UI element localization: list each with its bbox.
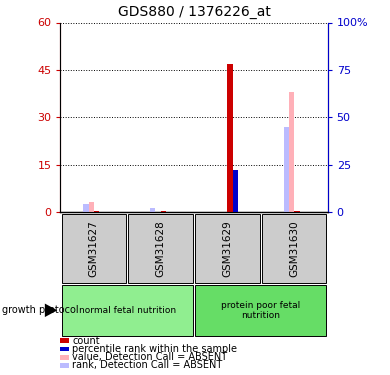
- Bar: [284, 127, 289, 212]
- Bar: [94, 211, 99, 212]
- Bar: [89, 202, 94, 212]
- Bar: [294, 211, 300, 212]
- Text: protein poor fetal
nutrition: protein poor fetal nutrition: [221, 301, 300, 320]
- Text: percentile rank within the sample: percentile rank within the sample: [72, 344, 237, 354]
- Bar: [161, 211, 166, 212]
- Bar: [150, 208, 155, 212]
- Text: normal fetal nutrition: normal fetal nutrition: [79, 306, 176, 315]
- Text: count: count: [72, 336, 100, 345]
- Text: GSM31629: GSM31629: [222, 220, 232, 277]
- Title: GDS880 / 1376226_at: GDS880 / 1376226_at: [118, 5, 270, 19]
- Text: GSM31628: GSM31628: [156, 220, 166, 277]
- Text: rank, Detection Call = ABSENT: rank, Detection Call = ABSENT: [72, 360, 222, 370]
- Text: growth protocol: growth protocol: [2, 305, 78, 315]
- Bar: [233, 170, 238, 212]
- Bar: [289, 92, 294, 212]
- Bar: [227, 63, 233, 212]
- Bar: [83, 204, 89, 212]
- Text: value, Detection Call = ABSENT: value, Detection Call = ABSENT: [72, 352, 227, 362]
- Text: GSM31627: GSM31627: [89, 220, 99, 277]
- Text: GSM31630: GSM31630: [289, 220, 299, 277]
